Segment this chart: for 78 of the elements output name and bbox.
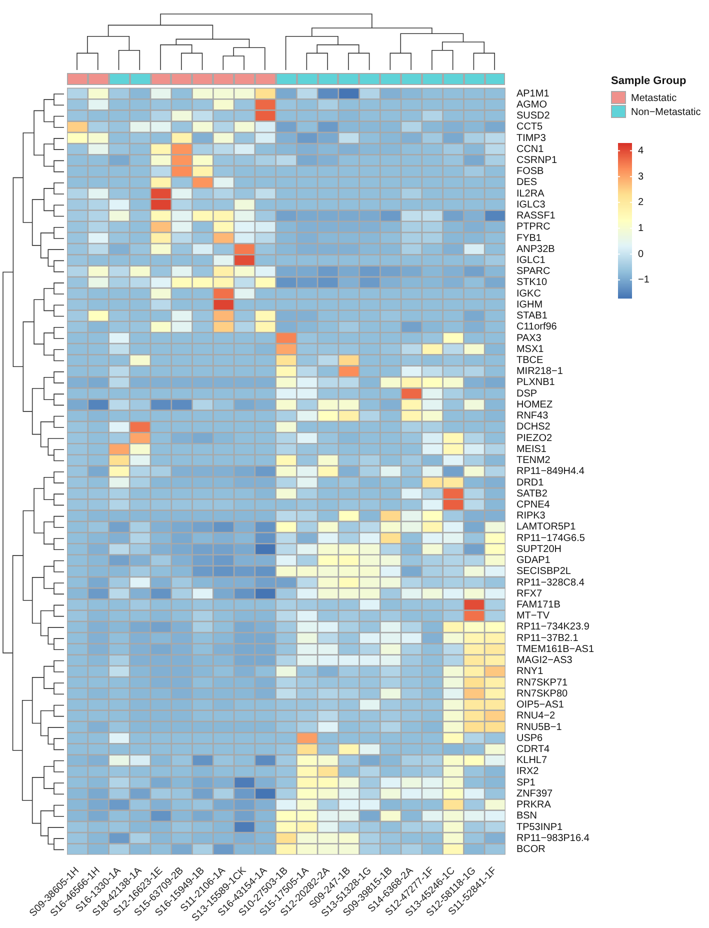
color-bar-label: 2 bbox=[638, 197, 644, 208]
y-tick-label: IGLC3 bbox=[516, 199, 546, 210]
y-tick-label: LAMTOR5P1 bbox=[516, 522, 576, 533]
y-tick-label: CCN1 bbox=[516, 144, 544, 155]
y-tick-label: IGLC1 bbox=[516, 255, 546, 266]
y-tick-label: RN7SKP71 bbox=[516, 677, 568, 688]
y-tick-label: TP53INP1 bbox=[516, 822, 564, 833]
y-tick-label: SUSD2 bbox=[516, 110, 550, 122]
y-tick-label: DRD1 bbox=[516, 477, 544, 488]
y-tick-label: USP6 bbox=[516, 732, 544, 744]
y-tick-label: DES bbox=[516, 177, 538, 188]
y-tick-label: BSN bbox=[516, 810, 538, 822]
y-tick-label: PAX3 bbox=[516, 332, 542, 344]
y-tick-label: SECISBP2L bbox=[516, 566, 572, 578]
y-tick-label: RP11−983P16.4 bbox=[516, 832, 590, 844]
y-tick-label: MIR218−1 bbox=[516, 366, 564, 378]
color-bar-label: 0 bbox=[638, 248, 644, 260]
y-tick-label: IGKC bbox=[516, 288, 541, 300]
y-tick-label: ZNF397 bbox=[516, 788, 554, 800]
color-bar-label: −1 bbox=[638, 274, 650, 286]
y-tick-label: GDAP1 bbox=[516, 555, 551, 566]
y-tick-label: PTPRC bbox=[516, 222, 550, 233]
y-tick-label: TIMP3 bbox=[516, 132, 546, 144]
y-tick-label: RNU4−2 bbox=[516, 710, 556, 722]
color-bar-label: 3 bbox=[638, 171, 644, 182]
y-tick-label: RP11−174G6.5 bbox=[516, 532, 586, 544]
y-tick-label: RNF43 bbox=[516, 410, 549, 422]
y-tick-label: STAB1 bbox=[516, 310, 548, 322]
y-tick-label: RFX7 bbox=[516, 588, 542, 600]
y-tick-label: RP11−328C8.4 bbox=[516, 577, 585, 588]
color-bar-label: 4 bbox=[638, 146, 644, 156]
y-tick-label: RP11−734K23.9 bbox=[516, 622, 590, 633]
y-tick-label: PRKRA bbox=[516, 800, 552, 811]
y-tick-label: RN7SKP80 bbox=[516, 688, 568, 700]
y-tick-label: DSP bbox=[516, 388, 538, 400]
y-tick-label: IL2RA bbox=[516, 188, 545, 200]
y-tick-label: TBCE bbox=[516, 355, 544, 366]
y-tick-label: MT−TV bbox=[516, 610, 550, 622]
y-tick-label: SPARC bbox=[516, 266, 550, 278]
legend-title: Sample Group bbox=[611, 75, 686, 88]
text: Metastatic bbox=[631, 92, 677, 104]
y-tick-label: TENM2 bbox=[516, 455, 551, 466]
y-tick-label: C11orf96 bbox=[516, 322, 558, 333]
y-tick-label: SUPT20H bbox=[516, 544, 562, 555]
y-tick-label: DCHS2 bbox=[516, 422, 551, 433]
y-tick-label: TMEM161B−AS1 bbox=[516, 644, 594, 655]
y-tick-label: STK10 bbox=[516, 277, 548, 288]
y-tick-label: CCT5 bbox=[516, 122, 544, 133]
y-tick-label: RIPK3 bbox=[516, 510, 546, 522]
y-tick-label: KLHL7 bbox=[516, 755, 548, 766]
y-tick-label: IGHM bbox=[516, 299, 543, 310]
y-tick-label: PLXNB1 bbox=[516, 377, 556, 388]
y-tick-label: BCOR bbox=[516, 844, 546, 855]
y-tick-label: MAGI2−AS3 bbox=[516, 655, 573, 666]
y-tick-label: SP1 bbox=[516, 777, 536, 788]
y-tick-label: FYB1 bbox=[516, 232, 542, 244]
y-tick-label: MSX1 bbox=[516, 344, 544, 355]
y-tick-label: AGMO bbox=[516, 99, 548, 110]
color-bar-label: 1 bbox=[638, 223, 644, 234]
y-tick-label: RP11−849H4.4 bbox=[516, 466, 585, 478]
y-tick-label: FOSB bbox=[516, 166, 544, 178]
y-tick-label: OIP5−AS1 bbox=[516, 700, 564, 711]
y-tick-label: IRX2 bbox=[516, 766, 540, 778]
y-tick-label: RP11−37B2.1 bbox=[516, 632, 579, 644]
y-tick-label: CPNE4 bbox=[516, 499, 550, 510]
y-tick-label: CSRNP1 bbox=[516, 154, 558, 166]
y-tick-label: CDRT4 bbox=[516, 744, 550, 755]
y-tick-label: RNY1 bbox=[516, 666, 544, 678]
y-tick-label: RASSF1 bbox=[516, 210, 556, 222]
y-tick-label: AP1M1 bbox=[516, 88, 550, 100]
y-tick-label: FAM171B bbox=[516, 600, 561, 611]
y-tick-label: RNU5B−1 bbox=[516, 722, 562, 733]
text: Non−Metastatic bbox=[631, 106, 701, 118]
y-tick-label: PIEZO2 bbox=[516, 432, 552, 444]
y-tick-label: ANP32B bbox=[516, 244, 556, 255]
y-tick-label: MEIS1 bbox=[516, 444, 547, 455]
y-tick-label: HOMEZ bbox=[516, 399, 553, 410]
y-tick-label: SATB2 bbox=[516, 488, 548, 500]
